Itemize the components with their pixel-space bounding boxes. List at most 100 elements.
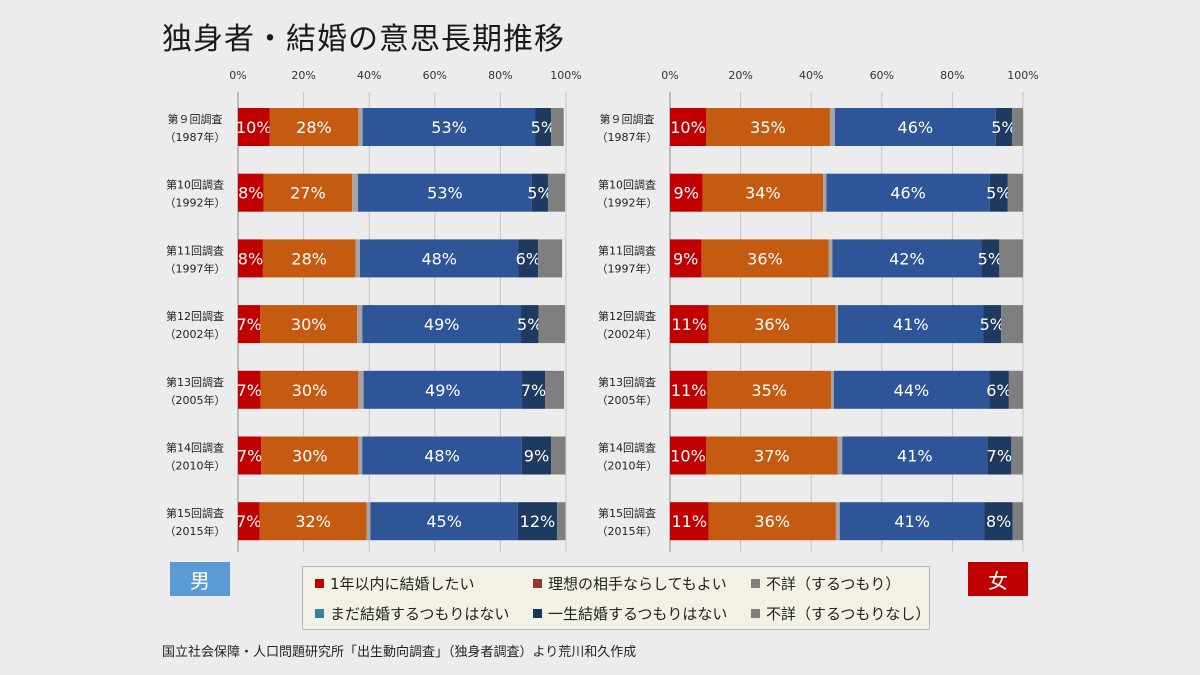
legend-swatch-within-year (315, 579, 324, 588)
male-bar-within_year-5 (238, 436, 262, 475)
female-bar-not_yet-0 (834, 108, 996, 146)
female-bar-not_yet-3 (838, 305, 984, 344)
male-bar-not_yet-0 (362, 108, 536, 146)
male-bar-not_yet-3 (362, 305, 522, 344)
legend-swatch-not-yet (315, 609, 324, 618)
female-bar-unknown_none-0 (1012, 108, 1023, 146)
female-bar-not_yet-4 (833, 370, 990, 409)
male-bar-ideal-5 (261, 436, 359, 475)
female-category-4-line2: （2005年） (597, 393, 658, 407)
female-category-2-line1: 第11回調査 (598, 243, 656, 257)
legend-label-not-yet: まだ結婚するつもりはない (330, 605, 510, 623)
female-bar-unknown_none-1 (1007, 173, 1023, 212)
female-bar-ideal-5 (706, 436, 838, 475)
male-category-3-line2: （2002年） (165, 327, 226, 341)
female-data-label-never-6: 8% (986, 512, 1011, 531)
male-bar-ideal-6 (259, 502, 367, 541)
male-data-label-ideal-0: 28% (296, 118, 332, 137)
female-data-label-within_year-6: 11% (671, 512, 707, 531)
female-bar-within_year-3 (670, 305, 709, 344)
legend: 1年以内に結婚したい 理想の相手ならしてもよい 不詳（するつもり） まだ結婚する… (302, 566, 930, 630)
male-data-label-not_yet-0: 53% (431, 118, 467, 137)
male-bar-unknown_intend-2 (355, 239, 361, 278)
female-data-label-within_year-5: 10% (670, 447, 706, 466)
female-data-label-not_yet-4: 44% (894, 381, 930, 400)
female-bar-within_year-5 (670, 436, 707, 475)
male-category-3-line1: 第12回調査 (166, 309, 224, 323)
male-data-label-within_year-2: 8% (238, 249, 263, 268)
female-bar-within_year-1 (670, 173, 703, 212)
male-data-label-not_yet-5: 48% (424, 447, 460, 466)
male-data-label-ideal-4: 30% (292, 381, 328, 400)
male-data-label-never-0: 5% (531, 118, 556, 137)
male-bar-unknown_intend-6 (366, 502, 371, 541)
male-data-label-ideal-3: 30% (291, 315, 327, 334)
male-data-label-not_yet-3: 49% (424, 315, 460, 334)
male-bar-not_yet-6 (370, 502, 518, 541)
female-xtick-3: 60% (870, 69, 894, 82)
female-bar-not_yet-1 (826, 173, 990, 212)
female-category-1-line1: 第10回調査 (598, 178, 656, 192)
male-bar-within_year-3 (238, 305, 261, 344)
male-bar-within_year-0 (238, 108, 270, 146)
male-xtick-1: 20% (291, 69, 315, 82)
female-category-5-line1: 第14回調査 (598, 441, 656, 455)
male-category-6-line1: 第15回調査 (166, 506, 224, 520)
female-xtick-0: 0% (661, 69, 678, 82)
female-bar-never-1 (989, 173, 1008, 212)
female-bar-never-2 (981, 239, 1000, 278)
female-bar-unknown_intend-5 (837, 436, 843, 475)
male-bar-within_year-6 (238, 502, 260, 541)
male-bar-ideal-4 (260, 370, 359, 409)
male-category-1-line1: 第10回調査 (166, 178, 224, 192)
female-data-label-never-5: 7% (987, 447, 1012, 466)
male-data-label-never-5: 9% (524, 447, 549, 466)
female-xtick-2: 40% (799, 69, 823, 82)
legend-label-unknown-intend: 不詳（するつもり） (766, 575, 901, 593)
female-data-label-not_yet-6: 41% (894, 512, 930, 531)
male-bar-unknown_none-5 (551, 436, 566, 475)
male-xtick-2: 40% (357, 69, 381, 82)
male-bar-never-2 (518, 239, 539, 278)
male-bar-ideal-1 (263, 173, 353, 212)
female-xtick-5: 100% (1007, 69, 1038, 82)
male-bar-not_yet-4 (363, 370, 523, 409)
female-bar-unknown_intend-6 (835, 502, 840, 541)
legend-label-within-year: 1年以内に結婚したい (330, 575, 475, 593)
female-data-label-ideal-6: 36% (754, 512, 790, 531)
male-data-label-within_year-0: 10% (236, 118, 272, 137)
male-data-label-never-6: 12% (520, 512, 556, 531)
male-data-label-ideal-6: 32% (295, 512, 331, 531)
male-bar-within_year-4 (238, 370, 261, 409)
male-data-label-never-1: 5% (527, 184, 552, 203)
male-data-label-not_yet-1: 53% (427, 184, 463, 203)
male-bar-unknown_none-6 (557, 502, 566, 541)
female-data-label-ideal-3: 36% (754, 315, 790, 334)
male-bar-ideal-3 (260, 305, 358, 344)
female-category-6-line2: （2015年） (597, 524, 658, 538)
male-bar-ideal-2 (262, 239, 356, 278)
male-bar-within_year-1 (238, 173, 264, 212)
male-bar-unknown_intend-0 (358, 108, 363, 146)
female-bar-never-5 (987, 436, 1012, 475)
male-bar-unknown_intend-3 (357, 305, 363, 344)
male-bar-unknown_none-2 (538, 239, 563, 278)
male-category-5-line2: （2010年） (165, 459, 226, 473)
male-label: 男 (170, 562, 230, 596)
male-bar-unknown_none-1 (547, 173, 566, 212)
female-bar-ideal-3 (708, 305, 836, 344)
female-data-label-not_yet-1: 46% (890, 184, 926, 203)
male-data-label-not_yet-6: 45% (426, 512, 462, 531)
female-bar-not_yet-5 (842, 436, 988, 475)
male-xtick-3: 60% (423, 69, 447, 82)
male-bar-unknown_none-4 (545, 370, 565, 409)
male-bar-never-5 (521, 436, 552, 475)
male-data-label-ideal-5: 30% (292, 447, 328, 466)
female-data-label-ideal-5: 37% (754, 447, 790, 466)
female-data-label-within_year-2: 9% (673, 249, 698, 268)
female-bar-ideal-6 (708, 502, 836, 541)
female-bar-ideal-2 (701, 239, 829, 278)
male-data-label-never-3: 5% (517, 315, 542, 334)
legend-item-within-year: 1年以内に結婚したい (315, 573, 475, 594)
male-category-2-line1: 第11回調査 (166, 243, 224, 257)
